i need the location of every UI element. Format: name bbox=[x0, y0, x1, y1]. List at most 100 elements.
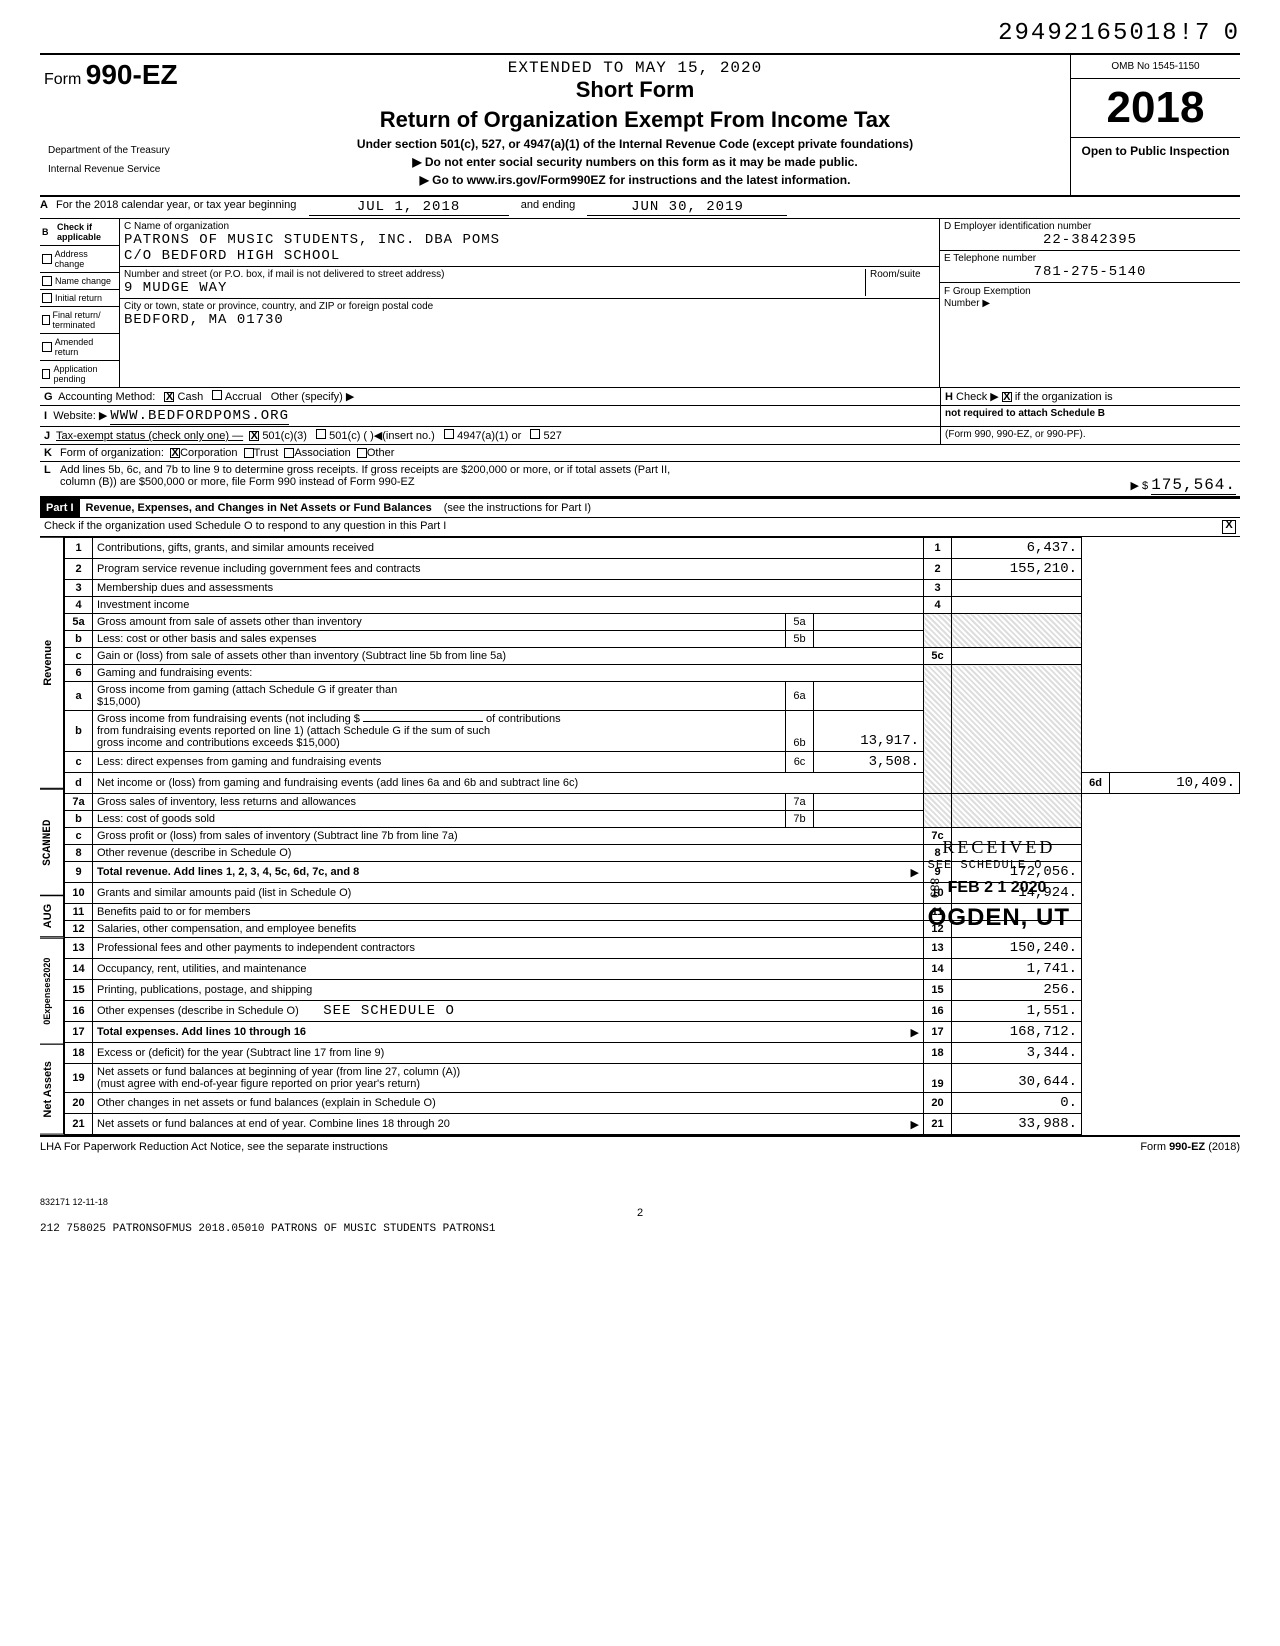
phone-label: E Telephone number bbox=[944, 253, 1236, 264]
line-6b-midamt: 13,917. bbox=[814, 711, 924, 752]
cash-label: Cash bbox=[178, 391, 204, 403]
chk-schedule-o-part1[interactable]: X bbox=[1222, 520, 1236, 534]
line-16-num: 16 bbox=[65, 1001, 93, 1022]
line-5a-desc: Gross amount from sale of assets other t… bbox=[93, 614, 786, 631]
arrow-line-1: ▶ Do not enter social security numbers o… bbox=[208, 155, 1062, 169]
part-1-table: RECEIVED SEE SCHEDULE O 889 FEB 2 1 2020… bbox=[40, 537, 1240, 1135]
line-9-desc-text: Total revenue. Add lines 1, 2, 3, 4, 5c,… bbox=[97, 866, 359, 878]
chk-final-return[interactable] bbox=[42, 315, 50, 325]
line-1-amt: 6,437. bbox=[952, 538, 1082, 559]
tax-year-end: JUN 30, 2019 bbox=[587, 199, 787, 216]
chk-initial-return[interactable] bbox=[42, 293, 52, 303]
col-c: C Name of organization PATRONS OF MUSIC … bbox=[120, 219, 940, 387]
stamp-date: FEB 2 1 2020 bbox=[948, 879, 1047, 897]
i-label: I bbox=[44, 410, 47, 422]
row-a-label: A bbox=[40, 199, 56, 216]
short-form-title: Short Form bbox=[208, 77, 1062, 103]
footer-row: LHA For Paperwork Reduction Act Notice, … bbox=[40, 1135, 1240, 1157]
other-specify: Other (specify) ▶ bbox=[271, 391, 355, 403]
footer-bottom: 212 758025 PATRONSOFMUS 2018.05010 PATRO… bbox=[40, 1219, 1240, 1235]
chk-4947[interactable] bbox=[444, 429, 454, 439]
line-16-amt: 1,551. bbox=[952, 1001, 1082, 1022]
line-2-amt: 155,210. bbox=[952, 559, 1082, 580]
part1-check-line: Check if the organization used Schedule … bbox=[44, 520, 446, 534]
col-defgh: D Employer identification number 22-3842… bbox=[940, 219, 1240, 387]
line-21-desc: Net assets or fund balances at end of ye… bbox=[97, 1118, 450, 1130]
street: 9 MUDGE WAY bbox=[124, 280, 865, 296]
lbl-address-change: Address change bbox=[55, 249, 117, 269]
row-h: H Check ▶ X if the organization is bbox=[940, 388, 1240, 405]
line-5b-midnum: 5b bbox=[786, 631, 814, 648]
part-1-note: (see the instructions for Part I) bbox=[438, 502, 591, 514]
association-label: Association bbox=[294, 447, 350, 459]
h-line3: (Form 990, 990-EZ, or 990-PF). bbox=[945, 429, 1086, 440]
chk-address-change[interactable] bbox=[42, 254, 52, 264]
chk-accrual[interactable] bbox=[212, 390, 222, 400]
line-12-num: 12 bbox=[65, 921, 93, 938]
line-18-amt: 3,344. bbox=[952, 1043, 1082, 1064]
line-19-desc-cell: Net assets or fund balances at beginning… bbox=[93, 1064, 924, 1093]
open-to-public: Open to Public Inspection bbox=[1071, 138, 1240, 164]
form-number-block: Form 990-EZ bbox=[44, 59, 196, 91]
other-org-label: Other bbox=[367, 447, 395, 459]
line-6c-midnum: 6c bbox=[786, 752, 814, 773]
line-5b-num: b bbox=[65, 631, 93, 648]
phone: 781-275-5140 bbox=[944, 264, 1236, 280]
tax-year: 2018 bbox=[1071, 79, 1240, 138]
l-label: L bbox=[44, 464, 60, 494]
line-6d-num: d bbox=[65, 773, 93, 794]
line-9-arrow: ▶ bbox=[911, 866, 919, 879]
lines-table: 1 Contributions, gifts, grants, and simi… bbox=[64, 537, 1240, 1135]
line-13-rn: 13 bbox=[924, 938, 952, 959]
extended-date: EXTENDED TO MAY 15, 2020 bbox=[208, 59, 1062, 77]
side-scanned: SCANNED bbox=[40, 789, 64, 896]
line-10-num: 10 bbox=[65, 883, 93, 904]
chk-501c[interactable] bbox=[316, 429, 326, 439]
line-17-desc: Total expenses. Add lines 10 through 16 bbox=[97, 1026, 306, 1038]
line-17-num: 17 bbox=[65, 1022, 93, 1043]
chk-corporation[interactable]: X bbox=[170, 448, 180, 458]
line-13-amt: 150,240. bbox=[952, 938, 1082, 959]
org-name-label: C Name of organization bbox=[124, 221, 935, 232]
line-7b-midamt bbox=[814, 811, 924, 828]
line-19-desc2: (must agree with end-of-year figure repo… bbox=[97, 1078, 420, 1090]
chk-schedule-b[interactable]: X bbox=[1002, 392, 1012, 402]
accounting-method-label: Accounting Method: bbox=[58, 391, 155, 403]
h-label: H bbox=[945, 391, 953, 403]
document-number: 29492165018!7 bbox=[998, 20, 1211, 47]
line-6c-midamt: 3,508. bbox=[814, 752, 924, 773]
lbl-amended: Amended return bbox=[55, 337, 117, 357]
line-6a-desc2: $15,000) bbox=[97, 696, 140, 708]
line-6c-desc: Less: direct expenses from gaming and fu… bbox=[93, 752, 786, 773]
line-5a-midnum: 5a bbox=[786, 614, 814, 631]
line-15-rn: 15 bbox=[924, 980, 952, 1001]
chk-527[interactable] bbox=[530, 429, 540, 439]
line-1-num: 1 bbox=[65, 538, 93, 559]
irs: Internal Revenue Service bbox=[44, 160, 196, 179]
line-7c-num: c bbox=[65, 828, 93, 845]
chk-app-pending[interactable] bbox=[42, 369, 50, 379]
k-label: K bbox=[44, 447, 60, 459]
line-6b-desc2: of contributions bbox=[486, 713, 561, 725]
line-6a-midnum: 6a bbox=[786, 682, 814, 711]
chk-501c3[interactable]: X bbox=[249, 431, 259, 441]
line-16-desc: Other expenses (describe in Schedule O) bbox=[97, 1005, 299, 1017]
chk-association[interactable] bbox=[284, 448, 294, 458]
form-of-org-label: Form of organization: bbox=[60, 447, 164, 459]
room-suite-label: Room/suite bbox=[865, 269, 935, 296]
chk-cash[interactable]: X bbox=[164, 392, 174, 402]
chk-other-org[interactable] bbox=[357, 448, 367, 458]
group-exemption-label: F Group Exemption bbox=[944, 286, 1031, 297]
chk-name-change[interactable] bbox=[42, 276, 52, 286]
line-1-rn: 1 bbox=[924, 538, 952, 559]
chk-trust[interactable] bbox=[244, 448, 254, 458]
tax-exempt-label: Tax-exempt status (check only one) — bbox=[56, 430, 243, 442]
line-15-desc: Printing, publications, postage, and shi… bbox=[93, 980, 924, 1001]
line-16-extra: SEE SCHEDULE O bbox=[323, 1003, 455, 1019]
501c-label: 501(c) ( bbox=[329, 430, 367, 442]
chk-amended[interactable] bbox=[42, 342, 52, 352]
lha-notice: LHA For Paperwork Reduction Act Notice, … bbox=[40, 1141, 388, 1153]
org-info-block: B Check if applicable Address change Nam… bbox=[40, 219, 1240, 388]
line-6a-num: a bbox=[65, 682, 93, 711]
line-18-num: 18 bbox=[65, 1043, 93, 1064]
